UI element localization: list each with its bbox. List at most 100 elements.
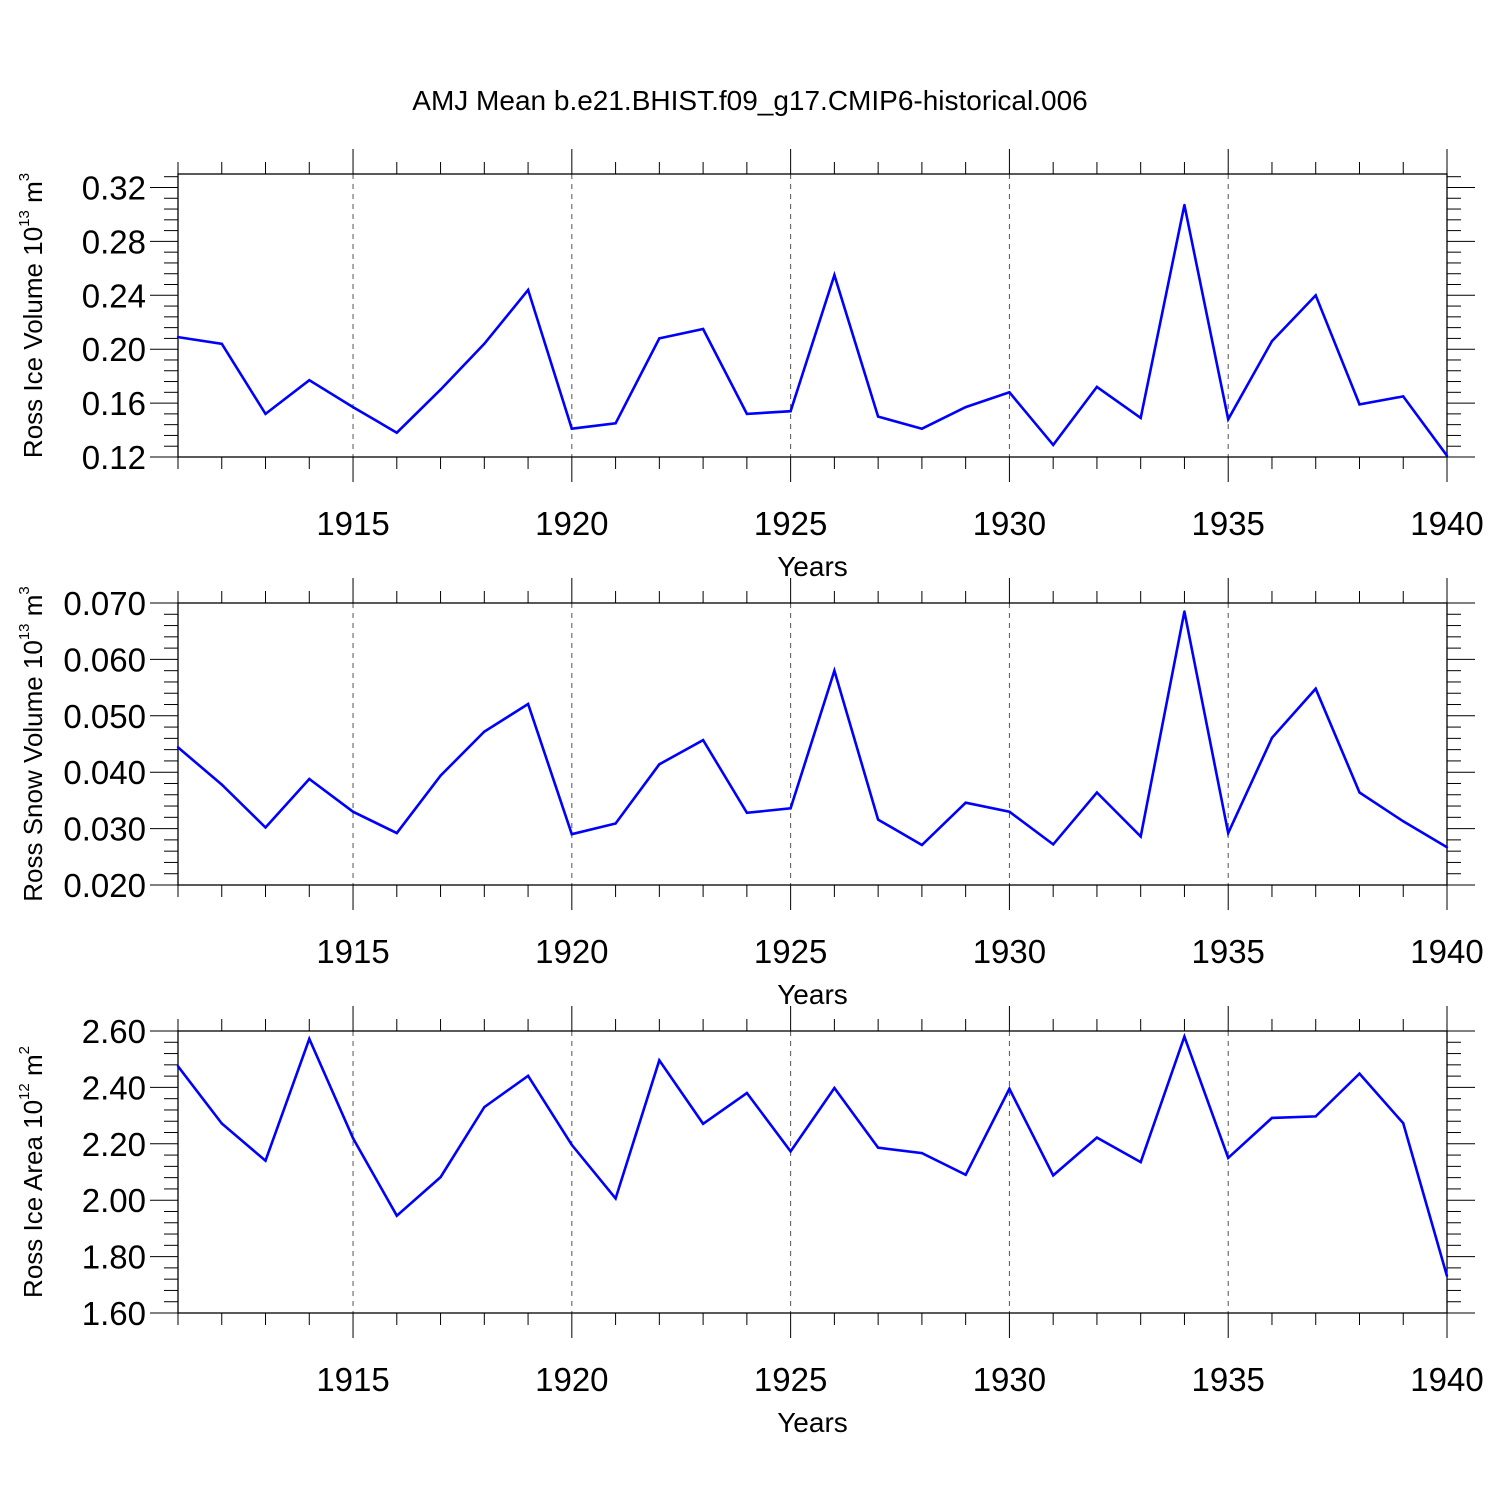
series-line-ross-ice-area (176, 1032, 1449, 1277)
data-point (439, 388, 442, 391)
data-point (176, 335, 180, 339)
x-tick-label: 1940 (1410, 933, 1483, 970)
data-point (1227, 831, 1230, 835)
data-point (220, 342, 223, 345)
data-point (483, 1105, 486, 1109)
data-point (1183, 610, 1186, 613)
x-tick-label: 1940 (1410, 505, 1483, 542)
data-point (1139, 835, 1142, 838)
data-point (964, 1173, 967, 1177)
y-tick-label: 0.16 (82, 385, 146, 422)
data-point (1183, 203, 1186, 207)
data-point (176, 1065, 180, 1068)
data-point (220, 1122, 223, 1125)
data-point (1402, 820, 1405, 823)
data-point (351, 1136, 355, 1140)
y-axis-label: Ross Ice Area 1012 m2 (16, 1046, 48, 1298)
data-point (570, 1143, 574, 1147)
data-point (614, 822, 617, 825)
y-tick-label: 0.030 (63, 811, 146, 848)
data-point (570, 833, 574, 836)
data-point (439, 1175, 442, 1179)
data-point (658, 1059, 661, 1062)
y-tick-label: 0.020 (63, 867, 146, 904)
data-point (658, 763, 661, 766)
x-axis-label: Years (777, 551, 848, 582)
x-tick-label: 1930 (973, 505, 1046, 542)
y-tick-label: 0.32 (82, 169, 146, 206)
data-point (833, 1086, 836, 1090)
data-point (1008, 810, 1011, 813)
data-point (308, 378, 311, 382)
data-point (833, 273, 836, 277)
x-tick-label: 1935 (1191, 933, 1264, 970)
y-tick-label: 0.24 (82, 277, 146, 314)
y-tick-label: 0.28 (82, 223, 146, 260)
data-point (264, 1159, 267, 1162)
figure-title: AMJ Mean b.e21.BHIST.f09_g17.CMIP6-histo… (412, 85, 1087, 116)
data-point (1227, 1156, 1230, 1160)
data-point (1183, 1035, 1186, 1038)
y-tick-label: 1.60 (82, 1295, 146, 1332)
y-tick-label: 2.60 (82, 1013, 146, 1050)
x-tick-label: 1925 (754, 505, 827, 542)
data-point (1051, 443, 1055, 447)
y-tick-label: 0.050 (63, 698, 146, 735)
x-tick-label: 1915 (316, 505, 389, 542)
data-point (1445, 454, 1449, 457)
plot-frame (177, 602, 1448, 886)
data-point (745, 1091, 749, 1095)
data-point (526, 1074, 530, 1078)
x-tick-label: 1925 (754, 933, 827, 970)
data-point (308, 777, 311, 781)
data-point (789, 807, 792, 810)
data-point (701, 327, 705, 331)
data-point (526, 288, 530, 292)
panel-ross-ice-area: 1.60 1.80 2.00 2.20 2.40 2.60 1915 1920 1925 1930… (16, 1006, 1484, 1438)
data-point (1095, 791, 1099, 794)
x-tick-label: 1925 (754, 1361, 827, 1398)
data-point (483, 342, 486, 345)
y-tick-label: 0.060 (63, 641, 146, 678)
data-point (176, 746, 180, 749)
data-point (1227, 418, 1230, 421)
x-tick-label: 1915 (316, 1361, 389, 1398)
x-tick-label: 1940 (1410, 1361, 1483, 1398)
data-point (1095, 1136, 1099, 1139)
x-axis-label: Years (777, 979, 848, 1010)
data-point (701, 1122, 705, 1125)
data-point (745, 811, 749, 815)
panel-ross-snow-volume: 0.020 0.030 0.040 0.050 0.060 0.070 1915 1920 19… (16, 578, 1484, 1010)
plot-frame (177, 1030, 1448, 1314)
data-point (220, 783, 223, 786)
data-point (395, 431, 398, 434)
x-axis-label: Years (777, 1407, 848, 1438)
data-point (395, 831, 398, 835)
x-tick-label: 1920 (535, 933, 608, 970)
data-point (1270, 1116, 1274, 1120)
data-point (833, 669, 836, 672)
data-point (351, 810, 355, 813)
data-point (789, 1150, 792, 1153)
x-tick-label: 1935 (1191, 505, 1264, 542)
data-point (1402, 1122, 1405, 1125)
data-point (964, 801, 967, 804)
panel-ross-ice-volume: 0.12 0.16 0.20 0.24 0.28 0.32 1915 1920 1925 1930… (16, 149, 1484, 582)
data-point (439, 774, 442, 777)
x-tick-label: 1930 (973, 1361, 1046, 1398)
data-point (920, 1151, 924, 1155)
x-tick-label: 1930 (973, 933, 1046, 970)
y-tick-label: 2.40 (82, 1069, 146, 1106)
data-point (1314, 687, 1317, 690)
data-point (483, 730, 486, 733)
data-point (745, 412, 749, 416)
x-tick-label: 1915 (316, 933, 389, 970)
data-point (1095, 385, 1099, 389)
y-tick-label: 0.040 (63, 754, 146, 791)
y-tick-label: 0.20 (82, 331, 146, 368)
y-tick-label: 2.00 (82, 1182, 146, 1219)
y-tick-label: 0.070 (63, 585, 146, 622)
data-point (1445, 846, 1449, 849)
data-point (395, 1214, 398, 1217)
